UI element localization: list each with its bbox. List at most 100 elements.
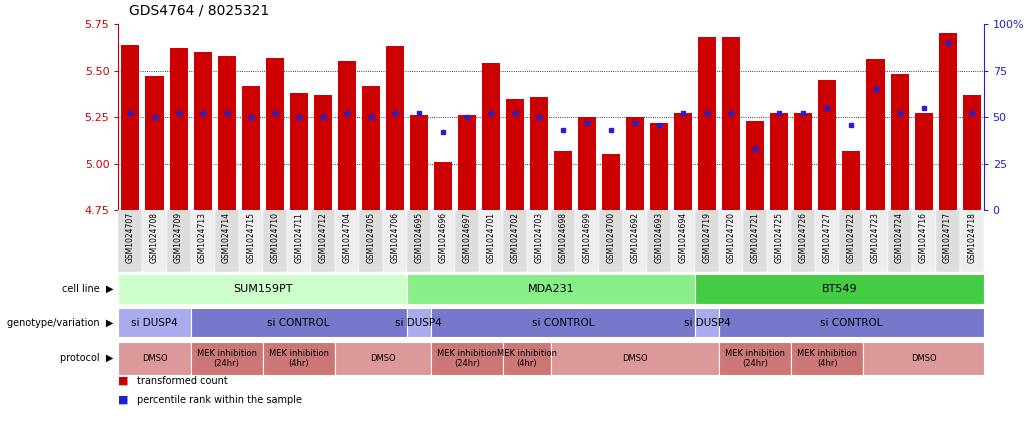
Bar bbox=[935, 210, 960, 272]
Bar bbox=[794, 113, 813, 210]
Text: GSM1024697: GSM1024697 bbox=[462, 212, 472, 263]
Bar bbox=[719, 308, 984, 338]
Text: si CONTROL: si CONTROL bbox=[820, 318, 883, 327]
Text: GSM1024718: GSM1024718 bbox=[967, 212, 976, 263]
Text: MEK inhibition
(24hr): MEK inhibition (24hr) bbox=[725, 349, 785, 368]
Bar bbox=[118, 342, 191, 375]
Text: si CONTROL: si CONTROL bbox=[268, 318, 330, 327]
Bar bbox=[335, 210, 358, 272]
Bar bbox=[311, 210, 335, 272]
Bar bbox=[194, 52, 211, 210]
Text: MEK inhibition
(4hr): MEK inhibition (4hr) bbox=[269, 349, 329, 368]
Text: GSM1024695: GSM1024695 bbox=[414, 212, 423, 263]
Text: genotype/variation  ▶: genotype/variation ▶ bbox=[7, 318, 113, 327]
Bar bbox=[578, 117, 596, 210]
Text: GSM1024709: GSM1024709 bbox=[174, 212, 183, 263]
Bar bbox=[362, 85, 380, 210]
Text: GSM1024710: GSM1024710 bbox=[270, 212, 279, 263]
Text: GSM1024721: GSM1024721 bbox=[751, 212, 760, 263]
Bar bbox=[479, 210, 503, 272]
Text: MEK inhibition
(4hr): MEK inhibition (4hr) bbox=[797, 349, 857, 368]
Bar bbox=[912, 210, 935, 272]
Bar bbox=[482, 63, 500, 210]
Text: GSM1024727: GSM1024727 bbox=[823, 212, 832, 263]
Bar bbox=[191, 210, 214, 272]
Bar bbox=[554, 151, 572, 210]
Text: GSM1024724: GSM1024724 bbox=[895, 212, 904, 263]
Bar bbox=[695, 274, 984, 304]
Text: GSM1024699: GSM1024699 bbox=[583, 212, 591, 263]
Bar bbox=[888, 210, 912, 272]
Bar bbox=[603, 154, 620, 210]
Bar bbox=[407, 308, 431, 338]
Text: GSM1024717: GSM1024717 bbox=[943, 212, 952, 263]
Text: DMSO: DMSO bbox=[911, 354, 936, 363]
Text: percentile rank within the sample: percentile rank within the sample bbox=[137, 395, 302, 405]
Bar bbox=[770, 113, 788, 210]
Bar bbox=[266, 58, 283, 210]
Text: MDA231: MDA231 bbox=[527, 284, 575, 294]
Bar bbox=[839, 210, 863, 272]
Text: GSM1024694: GSM1024694 bbox=[679, 212, 688, 263]
Bar bbox=[358, 210, 383, 272]
Text: MEK inhibition
(24hr): MEK inhibition (24hr) bbox=[197, 349, 256, 368]
Bar bbox=[698, 37, 716, 210]
Bar bbox=[506, 99, 524, 210]
Bar bbox=[458, 115, 476, 210]
Bar bbox=[239, 210, 263, 272]
Bar bbox=[263, 342, 335, 375]
Bar bbox=[866, 60, 885, 210]
Text: GSM1024711: GSM1024711 bbox=[295, 212, 303, 263]
Bar bbox=[599, 210, 623, 272]
Text: GSM1024702: GSM1024702 bbox=[511, 212, 519, 263]
Text: GSM1024722: GSM1024722 bbox=[847, 212, 856, 263]
Bar bbox=[915, 113, 932, 210]
Bar bbox=[891, 74, 908, 210]
Bar bbox=[626, 117, 644, 210]
Text: BT549: BT549 bbox=[822, 284, 857, 294]
Text: GSM1024698: GSM1024698 bbox=[558, 212, 568, 263]
Bar bbox=[410, 115, 427, 210]
Text: transformed count: transformed count bbox=[137, 376, 228, 386]
Bar bbox=[695, 210, 719, 272]
Text: GSM1024712: GSM1024712 bbox=[318, 212, 328, 263]
Text: GSM1024693: GSM1024693 bbox=[655, 212, 663, 263]
Text: si DUSP4: si DUSP4 bbox=[684, 318, 730, 327]
Bar bbox=[118, 210, 142, 272]
Text: DMSO: DMSO bbox=[142, 354, 167, 363]
Text: GSM1024701: GSM1024701 bbox=[486, 212, 495, 263]
Bar bbox=[819, 80, 836, 210]
Text: DMSO: DMSO bbox=[370, 354, 396, 363]
Text: GSM1024704: GSM1024704 bbox=[342, 212, 351, 263]
Bar bbox=[527, 210, 551, 272]
Bar bbox=[118, 274, 407, 304]
Bar bbox=[623, 210, 647, 272]
Bar bbox=[170, 48, 187, 210]
Text: GSM1024696: GSM1024696 bbox=[439, 212, 447, 263]
Text: si CONTROL: si CONTROL bbox=[531, 318, 594, 327]
Bar bbox=[431, 342, 503, 375]
Text: GSM1024720: GSM1024720 bbox=[727, 212, 735, 263]
Text: GSM1024700: GSM1024700 bbox=[607, 212, 616, 263]
Text: GSM1024714: GSM1024714 bbox=[222, 212, 231, 263]
Bar bbox=[289, 93, 308, 210]
Bar bbox=[386, 47, 404, 210]
Bar bbox=[863, 342, 984, 375]
Bar bbox=[551, 210, 575, 272]
Bar bbox=[647, 210, 672, 272]
Bar bbox=[434, 162, 452, 210]
Bar bbox=[695, 308, 719, 338]
Bar bbox=[960, 210, 984, 272]
Bar bbox=[719, 210, 744, 272]
Bar bbox=[286, 210, 311, 272]
Bar bbox=[122, 44, 139, 210]
Bar bbox=[719, 342, 791, 375]
Bar bbox=[503, 210, 527, 272]
Text: MEK inhibition
(4hr): MEK inhibition (4hr) bbox=[497, 349, 557, 368]
Text: GSM1024706: GSM1024706 bbox=[390, 212, 400, 263]
Bar bbox=[791, 210, 816, 272]
Bar bbox=[455, 210, 479, 272]
Bar bbox=[431, 210, 455, 272]
Bar bbox=[263, 210, 286, 272]
Bar bbox=[938, 33, 957, 210]
